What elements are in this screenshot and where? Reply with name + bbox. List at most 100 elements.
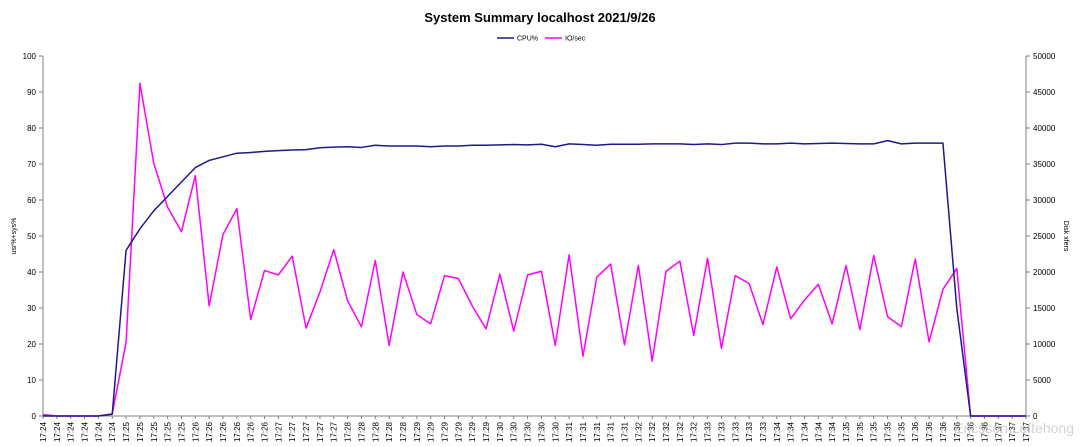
x-tick-label: 17:25 [164, 421, 173, 442]
x-tick-label: 17:28 [399, 421, 408, 442]
right-tick-label: 10000 [1033, 340, 1056, 349]
right-tick-label: 50000 [1033, 52, 1056, 61]
left-axis-title: usr%+sys% [11, 218, 18, 255]
x-tick-label: 17:27 [330, 421, 339, 442]
x-tick-label: 17:30 [537, 421, 546, 442]
x-tick-label: 17:31 [565, 421, 574, 442]
right-axis-title: Disk xfers [1062, 221, 1069, 252]
x-tick-label: 17:24 [53, 421, 62, 442]
legend: CPU% IO/sec [497, 36, 586, 43]
x-tick-label: 17:30 [524, 421, 533, 442]
x-tick-label: 17:32 [690, 421, 699, 442]
x-tick-label: 17:27 [316, 421, 325, 442]
chart-title: System Summary localhost 2021/9/26 [424, 10, 655, 25]
x-tick-label: 17:31 [620, 421, 629, 442]
x-tick-label: 17:24 [67, 421, 76, 442]
left-tick-label: 0 [32, 412, 37, 421]
x-tick-label: 17:36 [925, 421, 934, 442]
left-tick-label: 20 [27, 340, 36, 349]
right-tick-label: 5000 [1033, 376, 1051, 385]
series-line-io-sec [42, 82, 1026, 417]
x-tick-label: 17:24 [94, 421, 103, 442]
x-tick-label: 17:31 [579, 421, 588, 442]
x-tick-label: 17:32 [634, 421, 643, 442]
x-tick-label: 17:34 [787, 421, 796, 442]
right-tick-label: 20000 [1033, 268, 1056, 277]
x-tick-label: 17:30 [496, 421, 505, 442]
x-tick-label: 17:26 [247, 421, 256, 442]
x-tick-label: 17:31 [593, 421, 602, 442]
x-tick-label: 17:24 [39, 421, 48, 442]
x-tick-label: 17:27 [288, 421, 297, 442]
right-tick-label: 35000 [1033, 160, 1056, 169]
right-tick-label: 40000 [1033, 124, 1056, 133]
x-tick-label: 17:35 [884, 421, 893, 442]
x-tick-label: 17:33 [759, 421, 768, 442]
x-tick-label: 17:26 [205, 421, 214, 442]
left-axis-ticks: 0 10 20 30 40 50 60 70 80 90 100 [23, 52, 43, 421]
x-tick-label: 17:32 [676, 421, 685, 442]
x-tick-label: 17:32 [662, 421, 671, 442]
x-tick-label: 17:30 [551, 421, 560, 442]
right-tick-label: 0 [1033, 412, 1038, 421]
left-tick-label: 80 [27, 124, 36, 133]
x-tick-label: 17:36 [939, 421, 948, 442]
right-tick-label: 30000 [1033, 196, 1056, 205]
x-tick-label: 17:35 [870, 421, 879, 442]
watermark: Ericsson Leftehong [954, 420, 1074, 436]
x-tick-label: 17:33 [731, 421, 740, 442]
left-tick-label: 70 [27, 160, 36, 169]
x-tick-label: 17:26 [233, 421, 242, 442]
x-tick-label: 17:24 [81, 421, 90, 442]
x-tick-label: 17:25 [122, 421, 131, 442]
x-tick-label: 17:28 [357, 421, 366, 442]
x-tick-label: 17:25 [177, 421, 186, 442]
x-tick-label: 17:28 [344, 421, 353, 442]
x-tick-label: 17:37 [994, 421, 1003, 442]
x-tick-label: 17:29 [413, 421, 422, 442]
x-tick-label: 17:36 [980, 421, 989, 442]
x-tick-label: 17:37 [1022, 421, 1031, 442]
x-tick-label: 17:34 [814, 421, 823, 442]
legend-label-io: IO/sec [565, 36, 586, 43]
left-tick-label: 60 [27, 196, 36, 205]
x-tick-label: 17:27 [302, 421, 311, 442]
x-tick-label: 17:30 [510, 421, 519, 442]
x-tick-label: 17:33 [704, 421, 713, 442]
x-tick-label: 17:34 [773, 421, 782, 442]
right-tick-label: 15000 [1033, 304, 1056, 313]
right-tick-label: 25000 [1033, 232, 1056, 241]
x-tick-label: 17:33 [717, 421, 726, 442]
left-tick-label: 90 [27, 88, 36, 97]
x-tick-label: 17:35 [842, 421, 851, 442]
x-tick-label: 17:34 [828, 421, 837, 442]
x-tick-label: 17:29 [427, 421, 436, 442]
x-tick-label: 17:29 [441, 421, 450, 442]
x-tick-label: 17:29 [454, 421, 463, 442]
left-tick-label: 10 [27, 376, 36, 385]
left-tick-label: 30 [27, 304, 36, 313]
series-line-cpu- [43, 139, 1026, 417]
x-tick-label: 17:28 [371, 421, 380, 442]
x-tick-label: 17:29 [468, 421, 477, 442]
x-tick-label: 17:25 [150, 421, 159, 442]
x-tick-label: 17:34 [800, 421, 809, 442]
x-tick-label: 17:27 [274, 421, 283, 442]
x-tick-label: 17:32 [648, 421, 657, 442]
x-tick-label: 17:33 [745, 421, 754, 442]
x-tick-label: 17:29 [482, 421, 491, 442]
right-axis-ticks: 0 5000 10000 15000 20000 25000 30000 35000 40000… [1026, 52, 1056, 421]
x-tick-label: 17:36 [911, 421, 920, 442]
left-tick-label: 100 [23, 52, 37, 61]
left-tick-label: 50 [27, 232, 36, 241]
x-tick-label: 17:37 [1008, 421, 1017, 442]
x-tick-label: 17:25 [136, 421, 145, 442]
x-tick-label: 17:36 [953, 421, 962, 442]
x-tick-label: 17:26 [261, 421, 270, 442]
right-tick-label: 45000 [1033, 88, 1056, 97]
x-tick-label: 17:36 [967, 421, 976, 442]
x-tick-label: 17:24 [108, 421, 117, 442]
series-layer [42, 82, 1026, 417]
